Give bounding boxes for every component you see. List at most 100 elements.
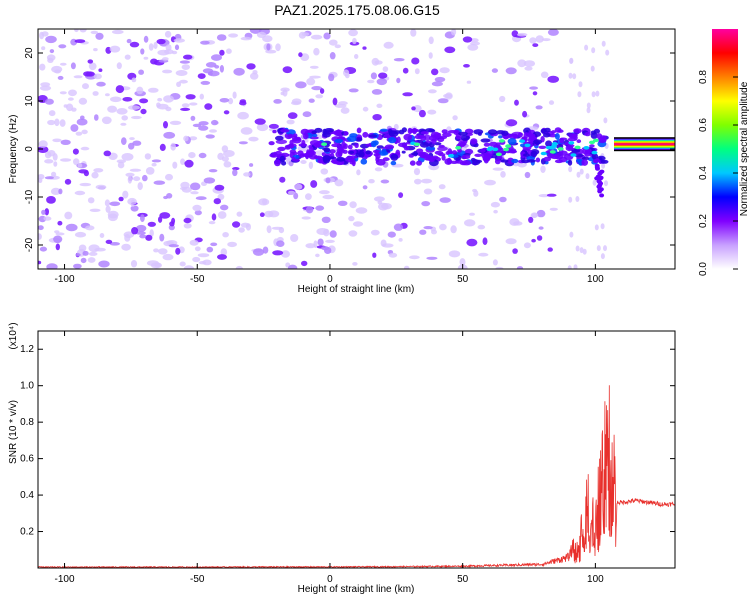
spectrogram-blob [315, 94, 324, 99]
spectrogram-band-blob [375, 156, 380, 163]
spectrogram-blob [568, 166, 573, 173]
spectrogram-blob [428, 36, 434, 45]
spectrogram-blob [410, 29, 417, 37]
spectrogram-blob [48, 110, 56, 117]
spectrogram-blob [38, 233, 42, 240]
colorbar-body [712, 29, 738, 269]
spectrogram-blob [73, 263, 82, 269]
spectrogram-band-blob [428, 128, 436, 133]
spectrogram-blob [538, 226, 544, 230]
colorbar-label: Normalized spectral amplitude [739, 81, 750, 216]
spectrogram-band-blob [483, 142, 491, 147]
spectrogram-y-axis: -20 -10 0 10 20 [24, 47, 675, 252]
spectrogram-blob [431, 68, 439, 76]
spectrogram-blob [315, 253, 320, 258]
spectrogram-blob [92, 91, 99, 96]
spectrogram-blob [287, 112, 298, 119]
spectrogram-blob [576, 171, 581, 178]
spectrogram-blob [601, 40, 606, 47]
spectrogram-blob [591, 47, 596, 54]
spectrogram-blob [38, 177, 43, 183]
spectrogram-blob [308, 98, 315, 103]
spectrogram-blob [321, 216, 331, 223]
spectrogram-blob [204, 103, 213, 110]
spectrogram-blob [197, 253, 210, 258]
spectrogram-blob [402, 92, 413, 97]
spectrogram-blob [325, 177, 331, 184]
spectrogram-blob [126, 38, 132, 44]
spectrogram-hotspot [583, 146, 590, 150]
spectrogram-blob [94, 114, 99, 121]
spectrogram-blob [208, 72, 213, 76]
spectrogram-blob [127, 197, 137, 206]
spectrogram-hotspot [540, 151, 547, 156]
spectrogram-blob [176, 81, 182, 88]
spectrogram-blob [211, 54, 222, 61]
spectrogram-blob [464, 219, 476, 227]
spectrogram-blob [133, 176, 141, 182]
spectrogram-blob [484, 179, 496, 186]
spectrogram-band-blob [311, 130, 318, 134]
spectrogram-blob [243, 172, 251, 177]
spectrogram-blob [291, 101, 301, 106]
spectrogram-band-blob [544, 127, 551, 133]
spectrogram-band-blob [501, 130, 509, 136]
spectrogram-blob [439, 67, 450, 74]
spectrogram-blob [139, 234, 147, 239]
spectrogram-blob [414, 178, 422, 185]
snr-frame [37, 330, 676, 569]
spectrogram-blob [340, 107, 350, 114]
spectrogram-band-blob [275, 135, 284, 141]
spectrogram-blob [75, 253, 81, 257]
spectrogram-blob [304, 138, 309, 143]
spectrogram-blob [273, 99, 282, 104]
spectrogram-band-blob [420, 131, 429, 135]
spectrogram-blob [173, 38, 185, 43]
spectrogram-blob [305, 193, 312, 201]
spectrogram-band-blob [419, 141, 430, 148]
spectrogram-blob [180, 158, 186, 165]
spectrogram-blob [143, 35, 149, 43]
spectrogram-blob [70, 62, 76, 70]
spectrogram-blob [316, 228, 329, 235]
spectrogram-band-blob [403, 133, 413, 141]
spectrogram-band-blob [593, 159, 598, 164]
spectrogram-blob [332, 97, 338, 106]
spectrogram-blob [153, 180, 166, 185]
spectrogram-blob [605, 49, 610, 56]
spectrogram-band-blob [277, 146, 286, 152]
spectrogram-band-blob [411, 152, 419, 156]
spectrogram-blob [104, 199, 110, 207]
spectrogram-band-blob [530, 150, 538, 157]
spectrogram-band-blob [438, 144, 445, 148]
spectrogram-blob [370, 72, 377, 80]
spectrogram-blob [99, 233, 105, 238]
spectrogram-blob [162, 69, 173, 74]
spectrogram-blob [140, 108, 147, 115]
spectrogram-blob [348, 215, 355, 222]
spectrogram-blob [151, 159, 162, 163]
spectrogram-band-blob [269, 153, 279, 158]
spectrogram-blob [159, 143, 166, 151]
spectrogram-band-blob [344, 156, 355, 163]
spectrogram-blob [426, 256, 438, 260]
spectrogram-blob [383, 41, 394, 49]
spectrogram-blob [540, 165, 546, 173]
spectrogram-band-blob [343, 131, 349, 136]
snr-y-label: SNR (10 * v/v) [8, 400, 19, 464]
spectrogram-band-blob [567, 145, 573, 150]
spectrogram-hotspot [486, 147, 493, 152]
spectrogram-blob [236, 211, 243, 217]
spectrogram-blob [411, 57, 420, 65]
spectrogram-band-blob [581, 159, 588, 166]
spectrogram-blob [439, 223, 447, 231]
spectrogram-blob [219, 98, 230, 103]
spectrogram-band-blob [473, 129, 484, 135]
spectrogram-blob [374, 167, 383, 172]
spectrogram-blob [376, 78, 387, 86]
spectrogram-blob [411, 106, 416, 111]
spectrogram-blob [221, 145, 229, 153]
spectrogram-hotspot [519, 139, 526, 143]
spectrogram-blob [362, 185, 368, 190]
spectrogram-blob [78, 169, 89, 174]
